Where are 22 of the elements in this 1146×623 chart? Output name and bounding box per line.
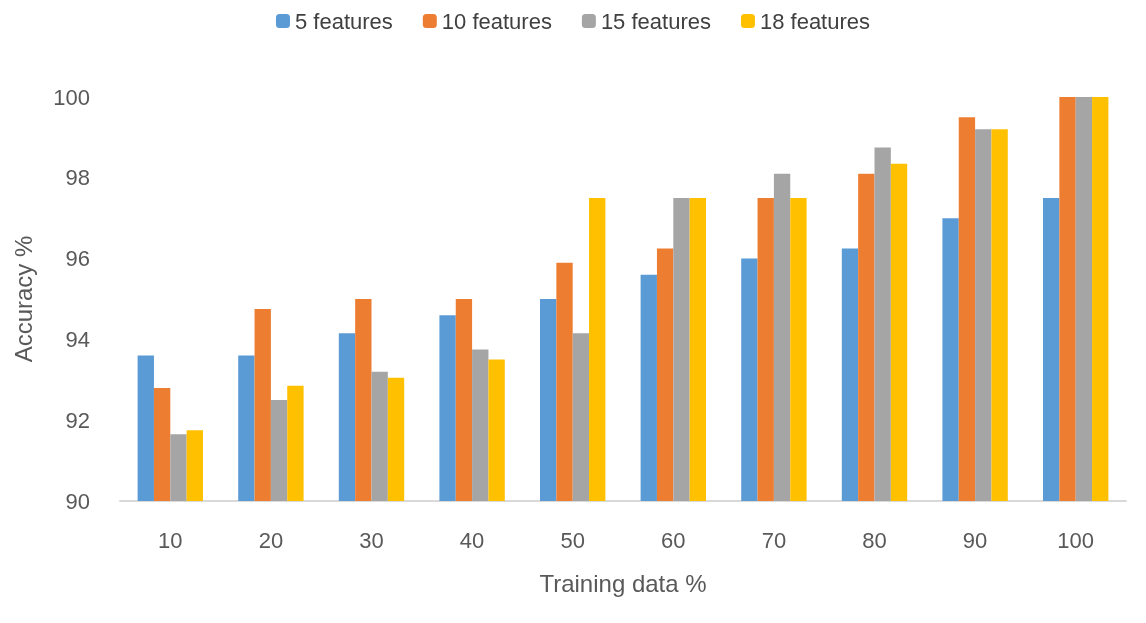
x-axis-title: Training data % <box>539 569 707 597</box>
y-tick-label: 90 <box>65 488 90 514</box>
x-tick-label: 20 <box>258 527 284 553</box>
y-tick-label: 94 <box>65 326 90 352</box>
y-tick-label: 96 <box>65 246 90 272</box>
legend-label: 15 features <box>600 8 711 34</box>
y-tick-label: 100 <box>53 84 90 110</box>
x-tick-label: 50 <box>560 527 585 553</box>
x-tick-label: 30 <box>359 527 384 553</box>
legend-label: 10 features <box>441 8 552 34</box>
y-tick-label: 92 <box>65 407 90 433</box>
y-axis-title: Accuracy % <box>9 235 37 363</box>
legend-label: 18 features <box>759 8 871 34</box>
x-tick-label: 60 <box>661 527 686 553</box>
x-tick-label: 10 <box>158 527 183 553</box>
x-tick-label: 100 <box>1057 527 1095 553</box>
y-tick-label: 98 <box>65 165 90 191</box>
x-tick-label: 40 <box>459 527 485 553</box>
x-tick-label: 80 <box>862 527 887 553</box>
legend-label: 5 features <box>294 8 393 34</box>
x-tick-label: 70 <box>761 527 787 553</box>
x-tick-label: 90 <box>962 527 988 553</box>
